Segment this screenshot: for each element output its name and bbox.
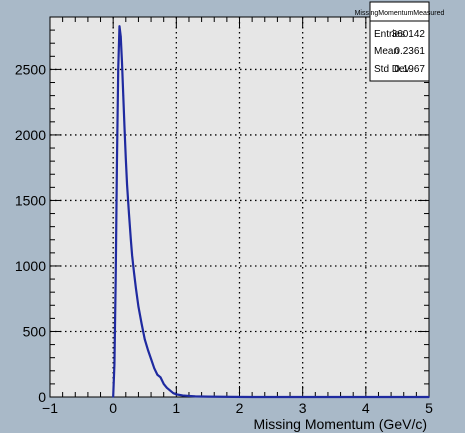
data-point [219, 395, 222, 398]
data-point [207, 395, 209, 398]
data-point [119, 35, 122, 38]
stats-box-title: MissingMomentumMeasured [355, 10, 445, 17]
data-point [128, 212, 130, 215]
stats-entries-label: Entries [374, 29, 405, 40]
data-point [169, 389, 171, 392]
data-point [140, 322, 143, 325]
y-tick-label: 2000 [15, 127, 46, 143]
data-point [114, 278, 117, 280]
data-point [143, 338, 146, 341]
x-tick-label: 1 [172, 400, 180, 416]
x-tick-label: 4 [362, 400, 370, 416]
data-point [365, 396, 367, 398]
data-point [133, 271, 135, 274]
x-axis-title: Missing Momentum (GeV/c) [254, 416, 427, 432]
stats-entries-value: 360142 [392, 29, 426, 40]
data-point [117, 68, 120, 71]
data-point [126, 183, 128, 186]
stats-mean-label: Mean [374, 46, 399, 57]
data-point [118, 25, 121, 27]
data-point [251, 396, 253, 398]
data-point [135, 287, 137, 290]
data-point [123, 127, 126, 130]
x-tick-label: −1 [42, 400, 58, 416]
data-point [147, 349, 149, 351]
data-point [301, 396, 304, 398]
data-point [113, 363, 116, 366]
data-point [156, 373, 159, 376]
stats-stddev-label: Std Dev [374, 64, 410, 75]
y-tick-label: 0 [38, 389, 46, 405]
data-point [181, 394, 184, 397]
stats-mean-value: 0.2361 [394, 46, 425, 57]
data-point [153, 367, 156, 369]
data-point [122, 94, 125, 97]
data-point [159, 376, 162, 379]
data-point [194, 395, 197, 398]
data-point [116, 160, 118, 162]
data-point [172, 392, 174, 394]
data-point [137, 305, 140, 308]
y-tick-label: 1000 [15, 258, 46, 274]
data-point [166, 387, 168, 389]
y-tick-label: 1500 [15, 192, 46, 208]
data-point [175, 393, 178, 396]
stats-stddev-value: 0.1967 [394, 64, 425, 75]
y-tick-label: 2500 [15, 61, 46, 77]
data-point [232, 396, 234, 398]
data-point [270, 396, 272, 398]
data-point [162, 383, 165, 385]
x-tick-label: 0 [109, 400, 117, 416]
data-point [125, 157, 127, 160]
data-point [131, 254, 133, 257]
x-tick-label: 5 [425, 400, 433, 416]
series-layer [112, 25, 430, 399]
data-point [428, 396, 430, 398]
data-point [121, 62, 123, 64]
y-tick-label: 500 [23, 323, 47, 339]
data-point [112, 396, 114, 398]
data-point [130, 238, 132, 241]
x-tick-label: 3 [299, 400, 307, 416]
stats-box: MissingMomentumMeasured Entries 360142 M… [355, 1, 445, 82]
data-point [188, 395, 190, 397]
grid-layer [50, 17, 429, 397]
x-tick-label: 2 [236, 400, 244, 416]
data-point [150, 358, 152, 360]
